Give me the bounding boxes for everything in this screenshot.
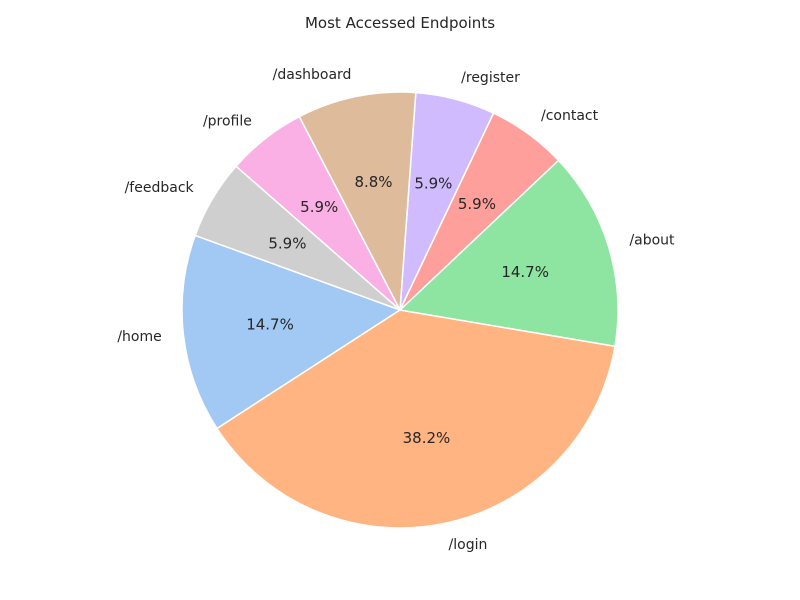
pie-category-label: /contact (541, 108, 599, 124)
pie-pct-label: 5.9% (300, 198, 338, 216)
pie-category-label: /register (461, 70, 520, 86)
pie-category-label: /login (449, 537, 488, 553)
pie-category-label: /profile (203, 113, 252, 129)
pie-slice-login (216, 309, 616, 529)
pie-category-label: /dashboard (273, 67, 352, 83)
pie-category-label: /feedback (125, 180, 195, 196)
pie-slice-dashboard (298, 91, 417, 311)
chart-title: Most Accessed Endpoints (304, 14, 496, 32)
pie-pct-label: 8.8% (354, 173, 392, 191)
pie-slices (181, 91, 619, 529)
pie-slice-home (181, 234, 401, 430)
pie-pct-label: 5.9% (414, 175, 452, 193)
pie-pct-label: 14.7% (246, 316, 294, 334)
pie-category-label: /about (629, 232, 675, 248)
pie-pct-label: 5.9% (268, 234, 306, 252)
pie-pct-label: 5.9% (458, 195, 496, 213)
pie-category-label: /home (117, 329, 161, 345)
pie-slice-feedback (194, 165, 401, 311)
pie-pct-label: 14.7% (501, 263, 549, 281)
pie-pct-label: 38.2% (403, 429, 451, 447)
pie-labels: 14.7% /home 38.2% /login 14.7% /about 5.9% /con… (117, 67, 675, 553)
pie-slice-about (399, 159, 619, 347)
